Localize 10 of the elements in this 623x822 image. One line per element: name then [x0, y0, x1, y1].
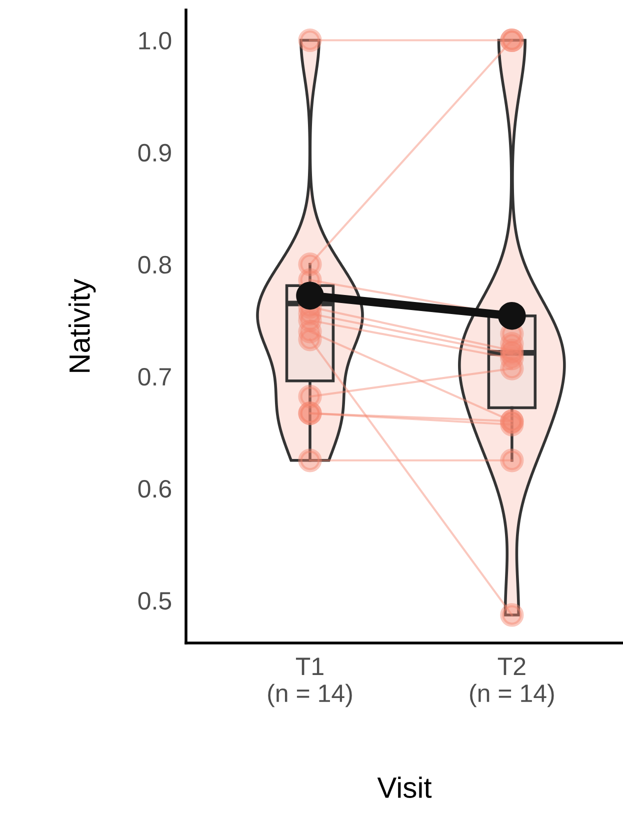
- y-tick-label: 0.5: [138, 592, 172, 610]
- x-axis-title: Visit: [377, 776, 432, 798]
- y-tick-label: 0.6: [138, 480, 172, 498]
- y-tick-label: 1.0: [139, 32, 172, 50]
- x-tick-label: T2 (n = 14): [470, 658, 554, 708]
- y-tick-label: 0.9: [138, 144, 171, 162]
- y-tick-label: 0.7: [138, 368, 171, 386]
- y-axis-title: Nativity: [68, 278, 96, 372]
- x-tick-label: T1 (n = 14): [268, 658, 352, 708]
- y-tick-label: 0.8: [138, 256, 172, 274]
